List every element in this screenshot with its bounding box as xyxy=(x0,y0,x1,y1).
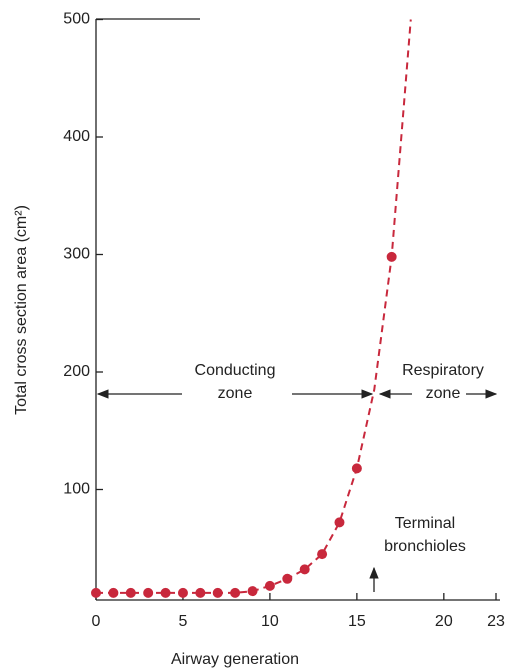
data-point xyxy=(282,573,293,584)
y-tick-label: 100 xyxy=(63,481,90,498)
data-point xyxy=(230,587,241,598)
data-point xyxy=(334,517,345,528)
data-point xyxy=(264,580,275,591)
x-tick-label: 0 xyxy=(92,613,101,630)
x-tick-label: 5 xyxy=(179,613,188,630)
x-axis-label: Airway generation xyxy=(171,651,299,668)
data-point xyxy=(317,549,328,560)
data-point xyxy=(386,251,397,262)
annotation: Terminal xyxy=(395,515,455,532)
data-point xyxy=(195,587,206,598)
data-point xyxy=(160,587,171,598)
y-axis-label: Total cross section area (cm²) xyxy=(13,205,30,415)
annotation: bronchioles xyxy=(384,538,466,555)
fit-curve xyxy=(96,19,412,594)
data-point xyxy=(247,586,258,597)
data-point xyxy=(91,587,101,598)
data-point xyxy=(299,564,310,575)
annotation: zone xyxy=(218,385,253,402)
x-tick-label: 10 xyxy=(261,613,279,630)
y-tick-label: 400 xyxy=(63,128,90,145)
data-point xyxy=(212,587,223,598)
data-point xyxy=(125,587,136,598)
data-point xyxy=(177,587,188,598)
data-point xyxy=(108,587,119,598)
annotation: Respiratory xyxy=(402,362,484,379)
data-point xyxy=(351,463,362,474)
data-point xyxy=(143,587,154,598)
y-tick-label: 300 xyxy=(63,246,90,263)
annotation: Conducting xyxy=(195,362,276,379)
x-tick-label: 23 xyxy=(487,613,505,630)
annotation: zone xyxy=(426,385,461,402)
x-tick-label: 20 xyxy=(435,613,453,630)
y-tick-label: 500 xyxy=(63,11,90,28)
x-tick-label: 15 xyxy=(348,613,366,630)
y-tick-label: 200 xyxy=(63,363,90,380)
